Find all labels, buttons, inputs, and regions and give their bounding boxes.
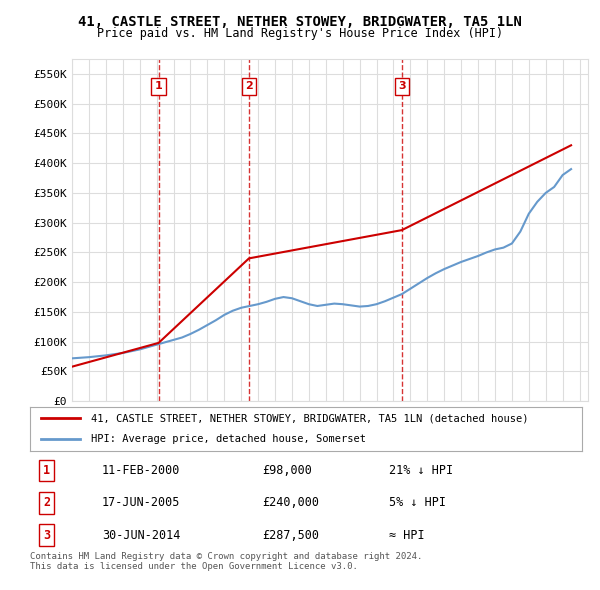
Text: 30-JUN-2014: 30-JUN-2014 bbox=[102, 529, 180, 542]
Text: 2: 2 bbox=[245, 81, 253, 91]
Text: 5% ↓ HPI: 5% ↓ HPI bbox=[389, 496, 446, 509]
Text: 41, CASTLE STREET, NETHER STOWEY, BRIDGWATER, TA5 1LN: 41, CASTLE STREET, NETHER STOWEY, BRIDGW… bbox=[78, 15, 522, 29]
Text: 41, CASTLE STREET, NETHER STOWEY, BRIDGWATER, TA5 1LN (detached house): 41, CASTLE STREET, NETHER STOWEY, BRIDGW… bbox=[91, 413, 528, 423]
Text: 1: 1 bbox=[155, 81, 163, 91]
Text: HPI: Average price, detached house, Somerset: HPI: Average price, detached house, Some… bbox=[91, 434, 366, 444]
Text: 1: 1 bbox=[43, 464, 50, 477]
Text: £287,500: £287,500 bbox=[262, 529, 319, 542]
Text: 3: 3 bbox=[43, 529, 50, 542]
Text: Price paid vs. HM Land Registry's House Price Index (HPI): Price paid vs. HM Land Registry's House … bbox=[97, 27, 503, 40]
Text: £98,000: £98,000 bbox=[262, 464, 312, 477]
Text: 21% ↓ HPI: 21% ↓ HPI bbox=[389, 464, 453, 477]
Text: 17-JUN-2005: 17-JUN-2005 bbox=[102, 496, 180, 509]
Text: 3: 3 bbox=[398, 81, 406, 91]
Text: 2: 2 bbox=[43, 496, 50, 509]
Text: £240,000: £240,000 bbox=[262, 496, 319, 509]
Text: ≈ HPI: ≈ HPI bbox=[389, 529, 424, 542]
Text: Contains HM Land Registry data © Crown copyright and database right 2024.
This d: Contains HM Land Registry data © Crown c… bbox=[30, 552, 422, 571]
Text: 11-FEB-2000: 11-FEB-2000 bbox=[102, 464, 180, 477]
